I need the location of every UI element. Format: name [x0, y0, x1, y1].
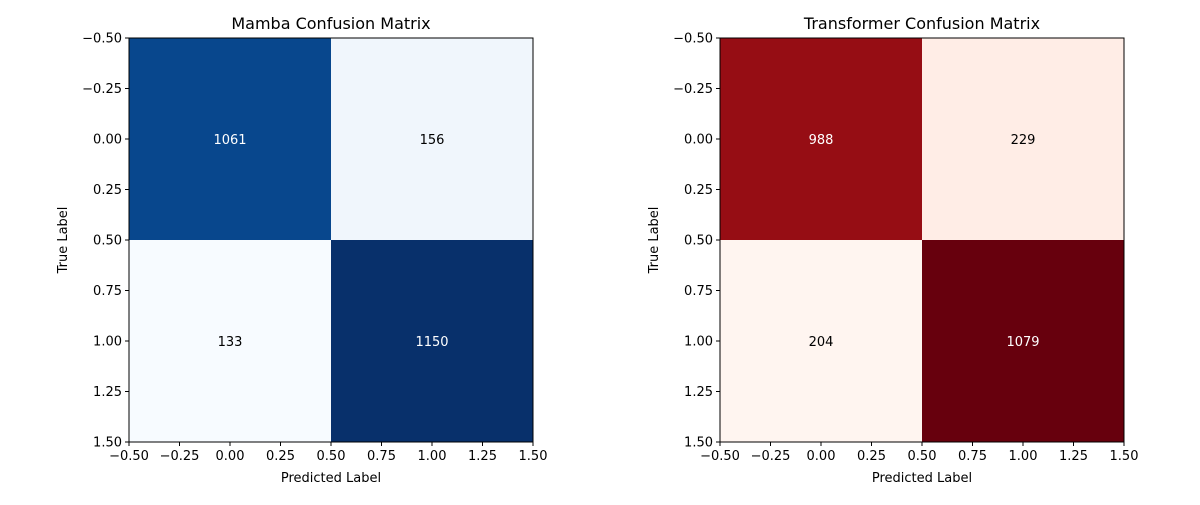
- chart-title: Transformer Confusion Matrix: [803, 14, 1040, 33]
- y-axis-label: True Label: [56, 207, 71, 275]
- y-tick-label: 0.25: [93, 183, 122, 198]
- mamba-panel: Mamba Confusion Matrix 1061 156 133 1150 −0…: [56, 14, 547, 486]
- cell-value-label: 133: [218, 335, 243, 350]
- heatmap-cells: 1061 156 133 1150: [129, 38, 533, 442]
- chart-title: Mamba Confusion Matrix: [231, 14, 430, 33]
- cell-value-label: 156: [420, 133, 445, 148]
- x-tick-label: 0.00: [216, 449, 245, 464]
- x-tick-label: 0.75: [367, 449, 396, 464]
- y-tick-label: 0.50: [684, 234, 713, 249]
- y-tick-label: −0.50: [82, 32, 122, 47]
- cell-value-label: 1150: [415, 335, 448, 350]
- x-tick-label: 1.25: [1059, 449, 1088, 464]
- x-tick-label: 1.00: [1009, 449, 1038, 464]
- axis-ticks: −0.50 −0.25 0.00 0.25 0.50 0.75 1.00 1.25 1.50−0…: [673, 32, 1138, 465]
- y-tick-label: 0.25: [684, 183, 713, 198]
- heatmap-cell: [720, 240, 922, 442]
- x-axis-label: Predicted Label: [872, 471, 972, 486]
- y-tick-label: −0.25: [82, 82, 122, 97]
- x-tick-label: 1.00: [418, 449, 447, 464]
- heatmap-cell: [720, 38, 922, 240]
- x-tick-label: −0.50: [700, 449, 740, 464]
- y-tick-label: −0.50: [673, 32, 713, 47]
- axis-ticks: −0.50 −0.25 0.00 0.25 0.50 0.75 1.00 1.25 1.50−0…: [82, 32, 547, 465]
- y-tick-label: 0.50: [93, 234, 122, 249]
- y-axis-label: True Label: [647, 207, 662, 275]
- x-tick-label: −0.25: [751, 449, 791, 464]
- x-tick-label: 0.25: [266, 449, 295, 464]
- y-tick-label: −0.25: [673, 82, 713, 97]
- y-tick-label: 1.50: [93, 436, 122, 451]
- heatmap-cell: [331, 240, 533, 442]
- y-tick-label: 0.00: [93, 133, 122, 148]
- x-tick-label: 1.50: [1110, 449, 1139, 464]
- x-tick-label: 1.25: [468, 449, 497, 464]
- x-axis-label: Predicted Label: [281, 471, 381, 486]
- x-tick-label: 0.00: [807, 449, 836, 464]
- y-tick-label: 1.00: [93, 335, 122, 350]
- heatmap-cell: [129, 240, 331, 442]
- heatmap-cells: 988 229 204 1079: [720, 38, 1124, 442]
- x-tick-label: 1.50: [519, 449, 548, 464]
- y-tick-label: 0.75: [684, 284, 713, 299]
- x-tick-label: 0.50: [317, 449, 346, 464]
- x-tick-label: 0.50: [908, 449, 937, 464]
- heatmap-cell: [129, 38, 331, 240]
- y-tick-label: 0.75: [93, 284, 122, 299]
- transformer-panel: Transformer Confusion Matrix 988 229 204 10…: [647, 14, 1138, 486]
- y-tick-label: 1.25: [93, 385, 122, 400]
- cell-value-label: 988: [809, 133, 834, 148]
- x-tick-label: 0.75: [958, 449, 987, 464]
- x-tick-label: −0.50: [109, 449, 149, 464]
- heatmap-cell: [331, 38, 533, 240]
- y-tick-label: 1.25: [684, 385, 713, 400]
- x-tick-label: 0.25: [857, 449, 886, 464]
- x-tick-label: −0.25: [160, 449, 200, 464]
- heatmap-cell: [922, 38, 1124, 240]
- y-tick-label: 0.00: [684, 133, 713, 148]
- heatmap-cell: [922, 240, 1124, 442]
- y-tick-label: 1.50: [684, 436, 713, 451]
- cell-value-label: 204: [809, 335, 834, 350]
- cell-value-label: 229: [1011, 133, 1036, 148]
- cell-value-label: 1061: [213, 133, 246, 148]
- y-tick-label: 1.00: [684, 335, 713, 350]
- cell-value-label: 1079: [1006, 335, 1039, 350]
